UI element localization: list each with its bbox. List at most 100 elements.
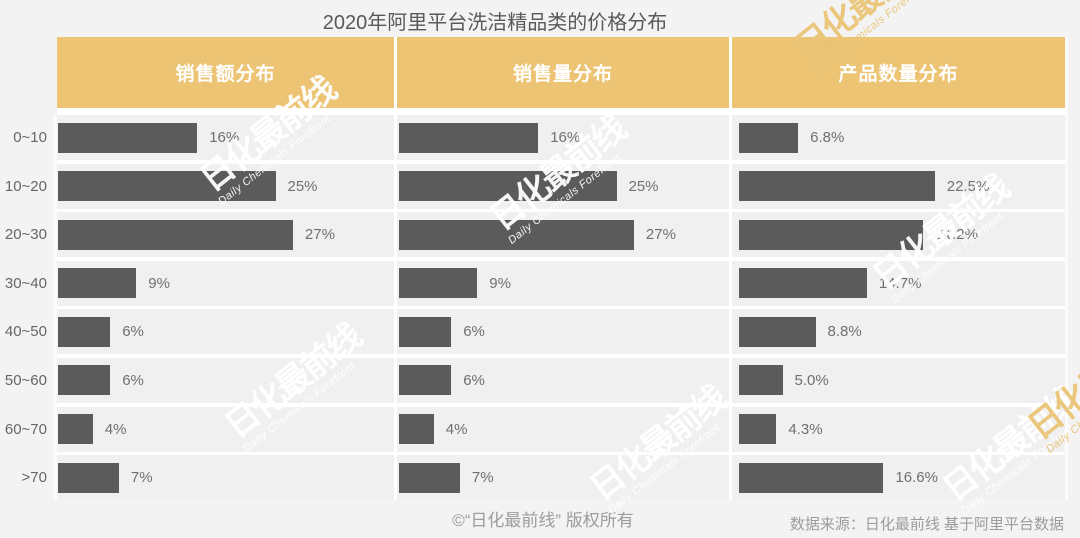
bar-value-label: 4% [445, 420, 468, 438]
bar-value-label: 6% [463, 323, 485, 341]
bar [399, 365, 452, 396]
bar-cell: 5.0% [732, 357, 1065, 403]
header-sales-value-distribution: 销售额分布 [57, 37, 394, 108]
bar-cell: 27% [397, 212, 729, 258]
table-row: 7% 7% 16.6% [57, 455, 1065, 501]
bar [739, 462, 884, 493]
bar [58, 414, 93, 445]
header-product-count-distribution: 产品数量分布 [732, 37, 1065, 108]
bar-value-label: 25% [628, 177, 659, 195]
bar-cell: 22.5% [732, 163, 1065, 209]
bar-value-label: 4% [104, 420, 127, 438]
table-row: 6% 6% 8.8% [57, 309, 1065, 355]
bar-cell: 21.2% [732, 212, 1065, 258]
bar-value-label: 6% [463, 371, 485, 389]
chart-rows: 16% 16% 6.8% 25% 25% 22.5% 27% 27% 21.2% 9% 9% 14.7… [57, 115, 1065, 501]
bar [739, 414, 777, 445]
bar [739, 171, 935, 202]
bar-value-label: 6% [122, 371, 144, 389]
bar-value-label: 8.8% [827, 323, 862, 341]
price-range-label: >70 [21, 469, 47, 487]
bar-cell: 8.8% [732, 309, 1065, 355]
bar-value-label: 25% [287, 177, 318, 195]
price-range-label: 60~70 [4, 420, 47, 438]
bar-cell: 7% [57, 455, 394, 501]
bar [739, 268, 867, 299]
bar [399, 268, 478, 299]
table-row: 6% 6% 5.0% [57, 357, 1065, 403]
bar [739, 316, 816, 347]
bar [399, 414, 434, 445]
bar-cell: 6.8% [732, 115, 1065, 160]
price-range-label: 0~10 [13, 129, 47, 146]
table-row: 25% 25% 22.5% [57, 163, 1065, 209]
bar [58, 171, 276, 202]
bar-value-label: 16% [550, 129, 581, 146]
bar-cell: 6% [397, 309, 729, 355]
bar [58, 462, 119, 493]
bar-value-label: 9% [489, 274, 511, 292]
bar-value-label: 7% [130, 469, 153, 487]
bar [58, 365, 111, 396]
bar [399, 316, 452, 347]
table-header-row: 销售额分布 销售量分布 产品数量分布 [57, 37, 1065, 108]
bar-cell: 4% [397, 406, 729, 452]
bar [399, 462, 460, 493]
price-range-label: 20~30 [4, 226, 47, 244]
table-row: 4% 4% 4.3% [57, 406, 1065, 452]
bar-value-label: 16.6% [895, 469, 938, 487]
bar-cell: 16% [57, 115, 394, 160]
bar-cell: 6% [397, 357, 729, 403]
bar-cell: 6% [57, 357, 394, 403]
bar-cell: 16.6% [732, 455, 1065, 501]
bar-value-label: 27% [304, 226, 335, 244]
axis-line [53, 115, 57, 500]
bar-value-label: 27% [645, 226, 676, 244]
bar [58, 122, 198, 153]
bar-value-label: 21.2% [935, 226, 978, 244]
bar [739, 365, 783, 396]
bar [739, 219, 924, 250]
price-range-label: 30~40 [4, 274, 47, 292]
bar-cell: 25% [57, 163, 394, 209]
bar-value-label: 4.3% [788, 420, 823, 438]
bar-value-label: 22.5% [946, 177, 990, 195]
bar-cell: 6% [57, 309, 394, 355]
bar-cell: 9% [397, 260, 729, 306]
bar [58, 316, 111, 347]
bar-cell: 7% [397, 455, 729, 501]
table-row: 27% 27% 21.2% [57, 212, 1065, 258]
bar-cell: 25% [397, 163, 729, 209]
distribution-table: 销售额分布 销售量分布 产品数量分布 16% 16% 6.8% 25% 25% 22.5%… [57, 37, 1065, 501]
bar-cell: 4% [57, 406, 394, 452]
table-row: 9% 9% 14.7% [57, 260, 1065, 306]
bar-cell: 27% [57, 212, 394, 258]
bar [399, 171, 617, 202]
price-range-label: 40~50 [4, 323, 47, 341]
bar [58, 219, 293, 250]
price-range-labels: 0~10 10~20 20~30 30~40 40~50 50~60 60~70 >70 [0, 115, 47, 504]
bar-cell: 9% [57, 260, 394, 306]
bar [399, 122, 539, 153]
bar [399, 219, 634, 250]
bar-value-label: 6% [122, 323, 144, 341]
page-title: 2020年阿里平台洗洁精品类的价格分布 [322, 12, 668, 34]
bar-value-label: 6.8% [810, 129, 845, 146]
bar-value-label: 7% [471, 469, 494, 487]
bar-value-label: 14.7% [878, 274, 922, 292]
bar [739, 122, 799, 153]
bar-cell: 16% [397, 115, 729, 160]
price-range-label: 50~60 [4, 371, 47, 389]
price-range-label: 10~20 [4, 177, 47, 195]
data-source-text: 数据来源：日化最前线 基于阿里平台数据 [789, 516, 1064, 533]
bar-value-label: 9% [148, 274, 170, 292]
table-row: 16% 16% 6.8% [57, 115, 1065, 160]
bar-value-label: 16% [209, 129, 240, 146]
bar-cell: 14.7% [732, 260, 1065, 306]
bar-cell: 4.3% [732, 406, 1065, 452]
table-right-edge [1065, 37, 1068, 500]
bar [58, 268, 137, 299]
bar-value-label: 5.0% [794, 371, 829, 389]
copyright-text: ©“日化最前线” 版权所有 [452, 511, 634, 530]
